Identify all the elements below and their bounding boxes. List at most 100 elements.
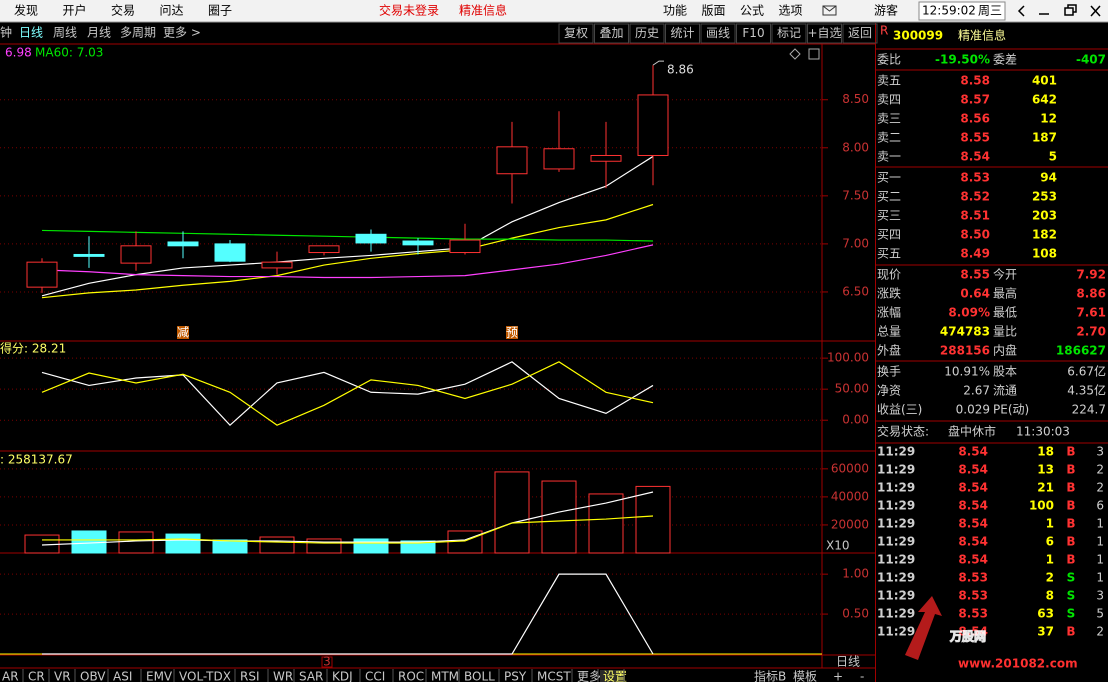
menu-item[interactable]: 圈子 xyxy=(208,4,232,18)
panel-button[interactable]: 指标B xyxy=(754,669,786,682)
period-tab[interactable]: 周线 xyxy=(53,26,77,40)
volume-bar xyxy=(635,485,671,554)
book-volume: 401 xyxy=(1032,74,1057,88)
book-label: 买一 xyxy=(877,171,901,185)
indicator-tab[interactable]: AR xyxy=(2,670,19,682)
menu-item[interactable]: 选项 xyxy=(779,4,803,18)
indicator-tab[interactable]: VOL-TDX xyxy=(179,670,231,682)
toolbar-button[interactable]: 历史 xyxy=(635,26,659,40)
diamond-icon[interactable] xyxy=(789,48,801,60)
book-volume: 642 xyxy=(1032,93,1057,107)
moving-average xyxy=(41,203,654,299)
mail-icon[interactable] xyxy=(822,5,837,16)
clock: 12:59:02 xyxy=(922,4,976,18)
indicator-tab[interactable]: PSY xyxy=(504,670,527,682)
login-status: 交易未登录 xyxy=(379,3,439,18)
indicator-tab[interactable]: RSI xyxy=(240,670,260,682)
back-button[interactable] xyxy=(1017,5,1025,17)
tick-price: 8.54 xyxy=(958,481,988,495)
indicator-tab[interactable]: BOLL xyxy=(464,670,495,682)
moving-average xyxy=(41,229,654,242)
menu-item[interactable]: 功能 xyxy=(663,4,687,18)
book-label: 卖一 xyxy=(877,150,901,164)
menu-item[interactable]: 发现 xyxy=(14,3,38,18)
indicator-tab[interactable]: OBV xyxy=(80,670,106,682)
tick-price: 8.54 xyxy=(958,445,988,459)
tick-side: B xyxy=(1066,463,1075,477)
restore-back xyxy=(1067,4,1077,13)
indicator-tab[interactable]: KDJ xyxy=(332,670,353,682)
panel-button[interactable]: 模板 xyxy=(793,670,817,682)
tick-volume: 8 xyxy=(1046,589,1054,603)
tick-volume: 37 xyxy=(1037,625,1054,639)
toolbar-button[interactable]: F10 xyxy=(742,26,764,40)
fund-label: 股本 xyxy=(993,365,1017,379)
indicator-tab[interactable]: MTM xyxy=(431,670,459,682)
toolbar-button-frame xyxy=(700,23,736,44)
book-price: 8.49 xyxy=(960,247,990,261)
tick-count: 6 xyxy=(1096,499,1104,513)
indicator-tab[interactable]: ROC xyxy=(398,670,424,682)
period-tab[interactable]: 钟 xyxy=(0,25,12,40)
stat-label: 量比 xyxy=(993,325,1017,339)
y-tick-label: 6.50 xyxy=(842,284,869,298)
volume-bar xyxy=(494,471,530,554)
close-button[interactable] xyxy=(1090,5,1101,17)
menu-item[interactable]: 交易 xyxy=(111,3,135,18)
y-tick-label: 7.50 xyxy=(842,188,869,202)
fund-value: 4.35亿 xyxy=(1067,383,1106,398)
toolbar-button[interactable]: 返回 xyxy=(848,26,872,40)
volume-label: : 258137.67 xyxy=(0,453,73,467)
indicator-tab[interactable]: SAR xyxy=(299,670,323,682)
tick-side: S xyxy=(1067,589,1076,603)
tick-side: B xyxy=(1066,445,1075,459)
signal-line xyxy=(42,573,654,655)
volume-unit: X10 xyxy=(826,539,850,553)
period-tab[interactable]: 日线 xyxy=(19,26,43,40)
tick-time: 11:29 xyxy=(877,535,915,549)
toolbar-button[interactable]: 统计 xyxy=(670,26,694,40)
menu-item[interactable]: 公式 xyxy=(740,4,764,18)
period-tab[interactable]: 月线 xyxy=(87,26,111,40)
indicator-tab[interactable]: VR xyxy=(54,670,71,682)
menu-item[interactable]: 版面 xyxy=(702,4,726,18)
toolbar-button[interactable]: 画线 xyxy=(706,26,730,40)
period-tab[interactable]: 更多 > xyxy=(163,26,201,40)
indicator-tab[interactable]: WR xyxy=(273,670,293,682)
status-value: 盘中休市 xyxy=(948,424,996,439)
tick-volume: 6 xyxy=(1046,535,1054,549)
book-volume: 253 xyxy=(1032,190,1057,204)
toolbar-button[interactable]: 叠加 xyxy=(599,26,623,40)
book-price: 8.52 xyxy=(960,190,990,204)
scroll-box[interactable] xyxy=(321,656,333,668)
indicator-tab[interactable]: 设置 xyxy=(603,670,627,682)
indicator-tab[interactable]: MCST xyxy=(537,670,571,682)
toolbar-button[interactable]: 复权 xyxy=(564,26,588,40)
stock-name: 精准信息 xyxy=(459,3,507,18)
indicator-tab[interactable]: EMV xyxy=(146,670,173,682)
toolbar-button[interactable]: +自选 xyxy=(807,26,841,40)
candle-body xyxy=(73,253,105,257)
indicator-tab[interactable]: CR xyxy=(28,670,45,682)
panel-button[interactable]: + xyxy=(833,670,843,682)
toolbar xyxy=(0,23,875,44)
tick-time: 11:29 xyxy=(877,499,915,513)
panel-icon[interactable] xyxy=(808,48,820,60)
y-tick-label: 1.00 xyxy=(842,567,869,581)
candle-body xyxy=(543,148,575,170)
indicator-tab[interactable]: ASI xyxy=(113,670,132,682)
tick-volume: 18 xyxy=(1037,445,1054,459)
user-name[interactable]: 游客 xyxy=(874,3,898,18)
stat-label: 内盘 xyxy=(993,343,1017,358)
tick-side: B xyxy=(1066,481,1075,495)
signal-marker-bg xyxy=(177,326,189,339)
indicator-tab[interactable]: CCI xyxy=(365,670,385,682)
toolbar-button[interactable]: 标记 xyxy=(777,26,801,40)
restore-button[interactable] xyxy=(1064,4,1077,16)
menu-item[interactable]: 问达 xyxy=(160,4,184,18)
menu-item[interactable]: 开户 xyxy=(63,3,87,18)
period-tab[interactable]: 多周期 xyxy=(120,26,156,40)
panel-button[interactable]: - xyxy=(860,670,864,682)
indicator-tab[interactable]: 更多 xyxy=(577,670,601,682)
